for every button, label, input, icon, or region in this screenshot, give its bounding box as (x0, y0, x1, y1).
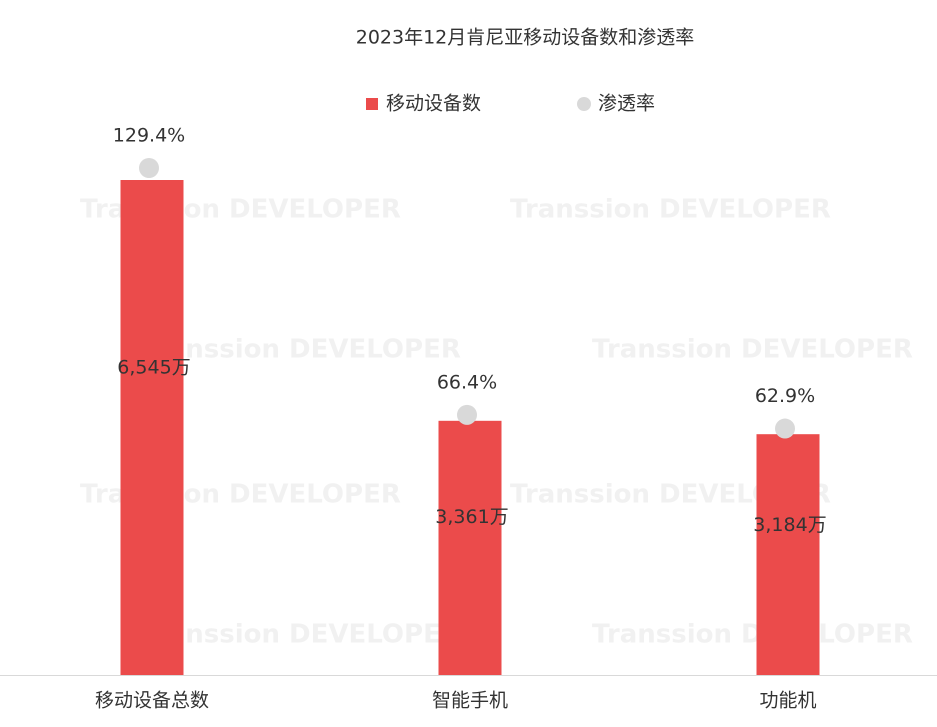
watermark: Transsion DEVELOPER (592, 335, 913, 365)
point (139, 158, 159, 178)
x-tick-label: 智能手机 (432, 690, 508, 712)
x-tick-label: 功能机 (759, 690, 816, 712)
legend-swatch (366, 98, 378, 110)
legend-swatch (577, 97, 591, 111)
point-label: 66.4% (437, 371, 497, 393)
bar-label: 3,361万 (435, 506, 508, 528)
bar (438, 420, 502, 675)
chart-title: 2023年12月肯尼亚移动设备数和渗透率 (356, 27, 695, 49)
point-label: 129.4% (113, 125, 185, 147)
watermark: Transsion DEVELOPER (510, 195, 831, 225)
point (775, 418, 795, 439)
legend-label: 渗透率 (598, 93, 655, 115)
bar (756, 434, 820, 675)
bar-label: 6,545万 (117, 357, 190, 379)
bar (120, 180, 184, 675)
watermark: Transsion DEVELOPER (592, 620, 913, 650)
x-tick-label: 移动设备总数 (95, 690, 209, 712)
point (457, 404, 477, 425)
bar-label: 3,184万 (753, 514, 826, 536)
watermark: Transsion DEVELOPER (140, 335, 461, 365)
point-label: 62.9% (755, 385, 815, 407)
legend-label: 移动设备数 (386, 93, 481, 115)
watermark: Transsion DEVELOPER (140, 620, 461, 650)
